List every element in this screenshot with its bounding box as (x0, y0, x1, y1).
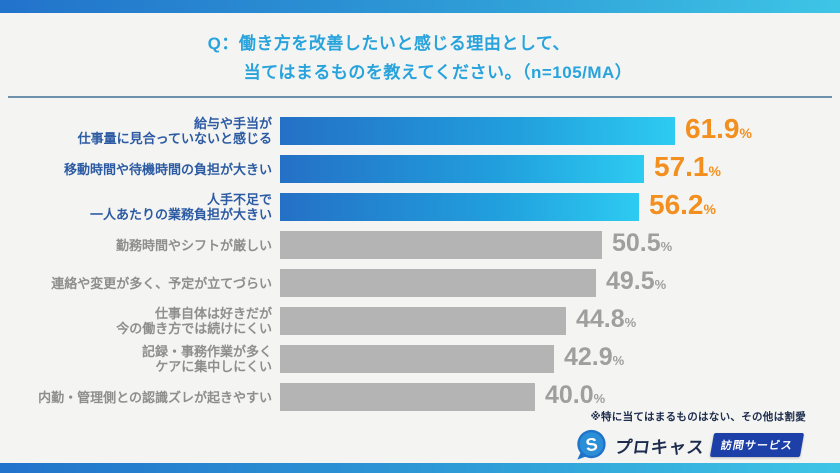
page-title-line2: 当てはまるものを教えてください。（n=105/MA） (243, 63, 633, 82)
bar-label: 移動時間や待機時間の負担が大きい (63, 161, 272, 177)
bar (280, 269, 596, 297)
bar (280, 155, 644, 183)
bar-label: 勤務時間やシフトが厳しい (115, 237, 272, 253)
header: Q：働き方を改善したいと感じる理由として、 当てはまるものを教えてください。（n… (0, 29, 840, 87)
bar-value: 40.0% (545, 381, 606, 409)
bar (280, 307, 566, 335)
bar (280, 231, 602, 259)
svg-text:S: S (584, 434, 599, 455)
bar-row: 連絡や変更が多く、予定が立てづらい 49.5% (0, 264, 840, 302)
bar (280, 383, 535, 411)
bar-row: 人手不足で 一人あたりの業務負担が大きい 56.2% (0, 188, 840, 226)
bar-label: 給与や手当が 仕事量に見合っていないと感じる (77, 116, 272, 146)
bar-value: 61.9% (685, 113, 752, 144)
bar-row: 移動時間や待機時間の負担が大きい 57.1% (0, 150, 840, 188)
bar-label: 連絡や変更が多く、予定が立てづらい (51, 275, 272, 291)
top-gradient-strip (0, 0, 840, 13)
bar-label: 内勤・管理側との認識ズレが起きやすい (38, 389, 272, 405)
page-title-line1: Q：働き方を改善したいと感じる理由として、 (207, 34, 571, 53)
bar-row: 給与や手当が 仕事量に見合っていないと感じる 61.9% (0, 112, 840, 150)
bar-value: 44.8% (576, 305, 637, 333)
bar (280, 117, 675, 145)
bar-row: 記録・事務作業が多く ケアに集中しにくい 42.9% (0, 340, 840, 378)
bar-label: 仕事自体は好きだが 今の働き方では続けにくい (116, 306, 272, 336)
bar-label: 記録・事務作業が多く ケアに集中しにくい (141, 344, 272, 374)
bar-row: 内勤・管理側との認識ズレが起きやすい 40.0% (0, 378, 840, 416)
page-title: Q：働き方を改善したいと感じる理由として、 当てはまるものを教えてください。（n… (208, 29, 633, 87)
bar-value: 57.1% (654, 151, 721, 182)
brand-logo: S プロキャス 訪問サービス (574, 427, 805, 463)
bar-value: 50.5% (612, 229, 673, 257)
bar-row: 勤務時間やシフトが厳しい 50.5% (0, 226, 840, 264)
header-divider (8, 96, 832, 98)
bar-row: 仕事自体は好きだが 今の働き方では続けにくい 44.8% (0, 302, 840, 340)
brand-name: プロキャス (613, 437, 707, 457)
footnote: ※特に当てはまるものはない、その他は割愛 (590, 411, 806, 423)
bar-value: 42.9% (564, 343, 625, 371)
bar (280, 193, 639, 221)
bar-label: 人手不足で 一人あたりの業務負担が大きい (89, 192, 272, 222)
bar-chart: 給与や手当が 仕事量に見合っていないと感じる 61.9% 移動時間や待機時間の負担が大… (0, 112, 840, 416)
bar-value: 49.5% (606, 267, 667, 295)
bar (280, 345, 554, 373)
s-speech-bubble-icon: S (577, 429, 606, 460)
bottom-gradient-strip (0, 463, 840, 473)
bar-value: 56.2% (649, 189, 716, 220)
brand-badge: 訪問サービス (709, 433, 805, 457)
